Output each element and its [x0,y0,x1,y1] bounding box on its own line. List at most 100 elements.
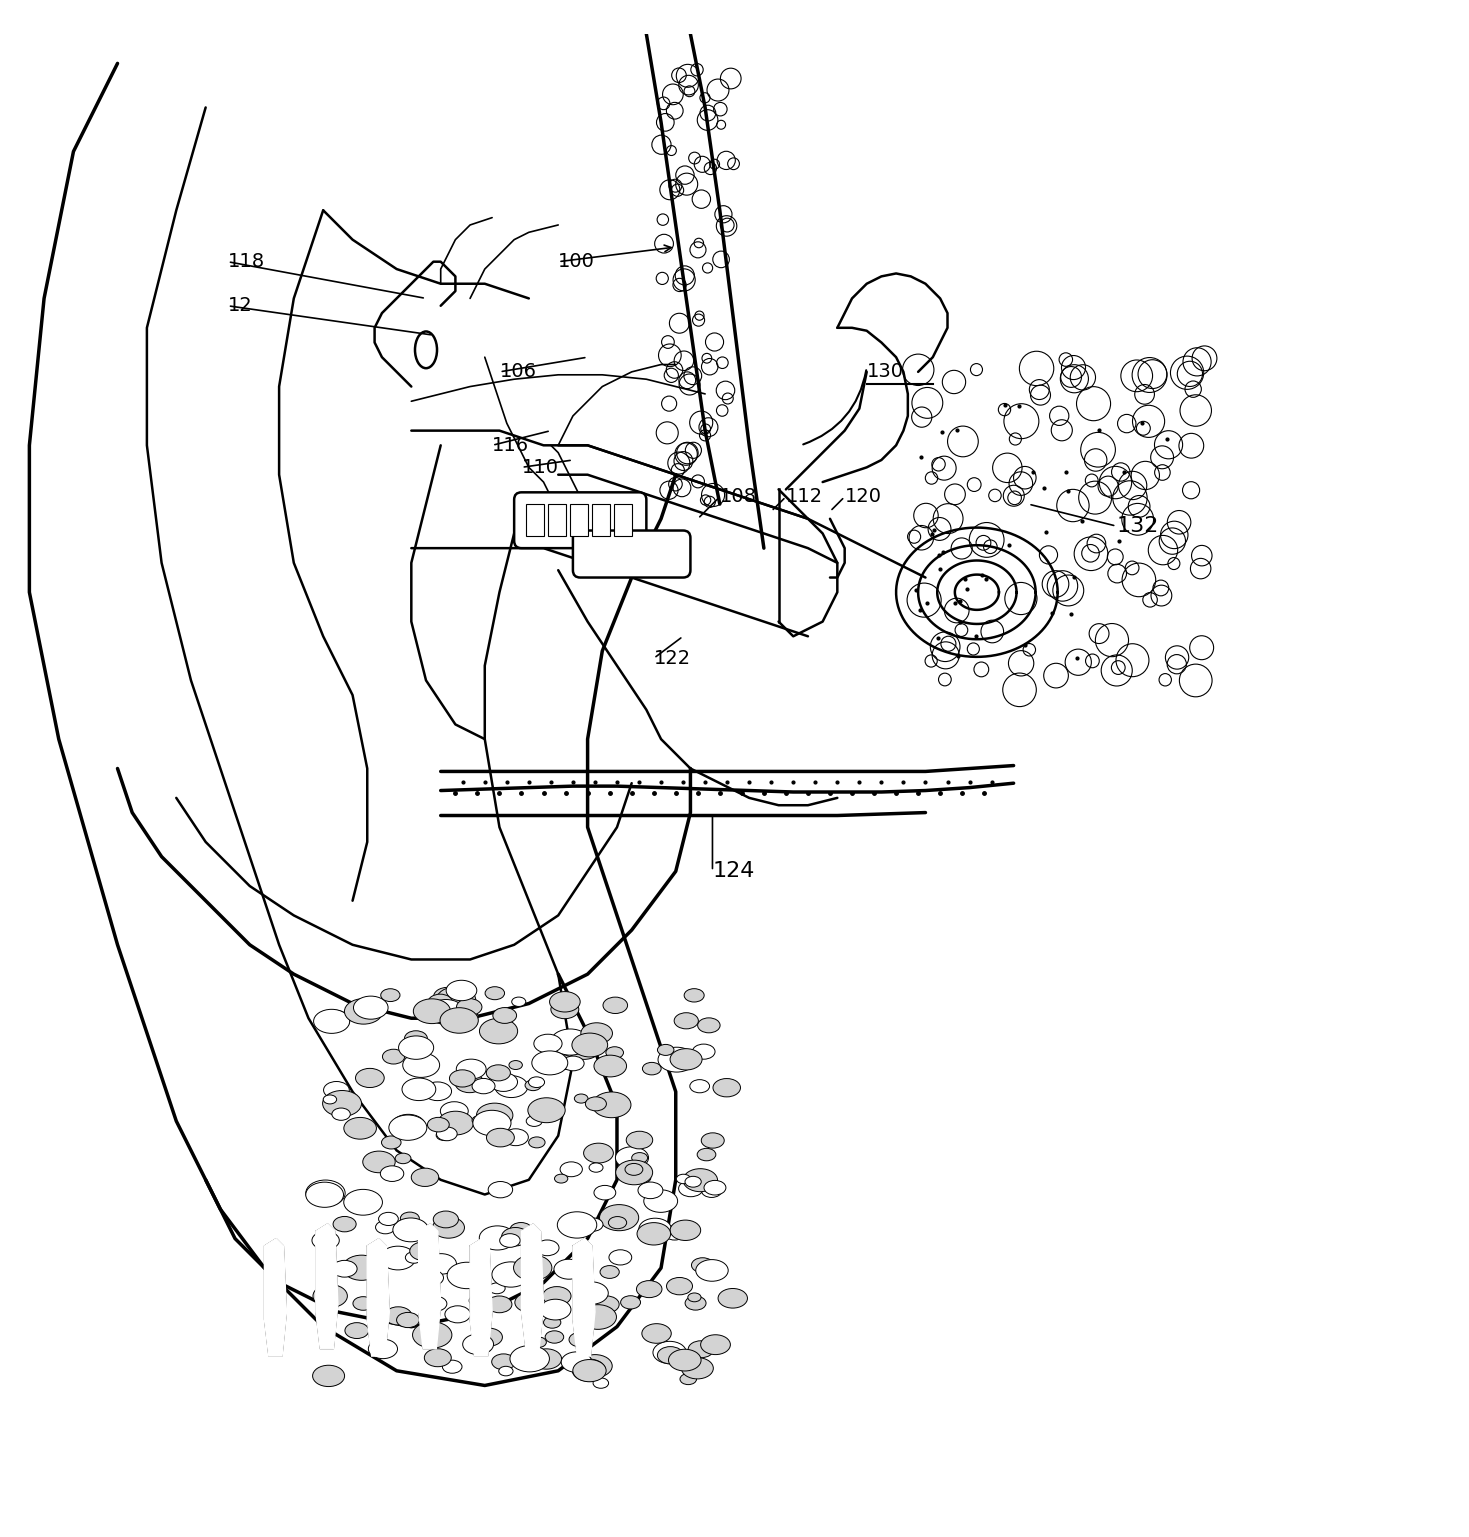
Ellipse shape [510,1222,532,1237]
Ellipse shape [323,1091,361,1116]
Ellipse shape [457,1059,486,1079]
Ellipse shape [344,999,382,1024]
Ellipse shape [514,1293,544,1313]
Ellipse shape [342,1256,380,1280]
Ellipse shape [536,1240,560,1256]
Ellipse shape [583,1037,598,1047]
Ellipse shape [425,1349,451,1366]
Ellipse shape [599,1205,639,1231]
Ellipse shape [701,1133,724,1148]
Polygon shape [264,1239,286,1356]
Ellipse shape [499,1366,513,1376]
Ellipse shape [432,1217,464,1239]
Ellipse shape [610,1250,632,1265]
Ellipse shape [411,1168,439,1187]
Ellipse shape [441,1102,469,1120]
Ellipse shape [461,1011,479,1022]
Ellipse shape [674,1013,698,1028]
Ellipse shape [457,999,482,1016]
Ellipse shape [557,1211,596,1239]
Ellipse shape [658,1045,674,1056]
Ellipse shape [668,1349,701,1371]
Ellipse shape [450,1070,476,1087]
Text: 130: 130 [867,363,903,381]
Ellipse shape [685,1176,701,1187]
Ellipse shape [551,1001,579,1019]
Ellipse shape [712,1079,740,1097]
Ellipse shape [398,1036,433,1059]
Ellipse shape [392,1114,425,1137]
Ellipse shape [502,1128,529,1145]
Ellipse shape [586,1097,607,1111]
Ellipse shape [679,1180,704,1197]
Ellipse shape [344,1117,376,1139]
Ellipse shape [616,1147,648,1168]
Ellipse shape [405,1251,423,1263]
Ellipse shape [670,1220,701,1240]
Ellipse shape [560,1162,582,1177]
Ellipse shape [626,1131,652,1148]
Ellipse shape [447,981,477,1001]
Ellipse shape [526,1116,542,1127]
Ellipse shape [476,1328,502,1346]
Ellipse shape [549,991,580,1011]
Ellipse shape [636,1173,651,1183]
Ellipse shape [530,1337,546,1348]
Ellipse shape [492,1354,516,1369]
Ellipse shape [642,1062,661,1074]
Ellipse shape [718,1288,748,1308]
Ellipse shape [425,1296,447,1311]
Ellipse shape [620,1296,640,1310]
Ellipse shape [676,1174,690,1183]
Ellipse shape [403,1053,439,1077]
Ellipse shape [683,1168,717,1191]
Ellipse shape [455,1073,483,1093]
Ellipse shape [447,1262,486,1288]
Ellipse shape [508,1061,523,1070]
Ellipse shape [542,1286,571,1305]
Text: 112: 112 [786,487,823,506]
Ellipse shape [514,1254,552,1280]
Ellipse shape [433,1211,458,1228]
Ellipse shape [589,1164,602,1173]
Text: 100: 100 [558,252,595,271]
Ellipse shape [472,1116,486,1125]
Bar [570,504,588,536]
Text: 106: 106 [499,363,536,381]
Bar [526,504,544,536]
Ellipse shape [539,1299,571,1320]
Ellipse shape [427,1117,450,1131]
Bar [614,504,632,536]
Ellipse shape [608,1217,627,1228]
Ellipse shape [333,1216,355,1231]
Ellipse shape [687,1340,714,1357]
Ellipse shape [632,1153,648,1164]
Ellipse shape [313,1285,347,1308]
Polygon shape [470,1239,492,1356]
Bar [592,504,610,536]
Ellipse shape [489,1073,517,1091]
Ellipse shape [413,999,451,1024]
Ellipse shape [380,1167,404,1182]
Ellipse shape [532,1051,569,1074]
Ellipse shape [436,1130,452,1140]
Ellipse shape [680,1374,696,1385]
Text: 122: 122 [654,649,690,667]
Ellipse shape [313,1010,350,1033]
Polygon shape [521,1223,544,1349]
Ellipse shape [605,1047,623,1059]
Ellipse shape [353,1297,373,1310]
Ellipse shape [658,1346,683,1363]
Ellipse shape [511,998,526,1007]
Ellipse shape [583,1144,614,1164]
Ellipse shape [488,1182,513,1197]
Ellipse shape [355,1068,385,1088]
Ellipse shape [554,1174,569,1183]
Ellipse shape [701,1334,730,1354]
Ellipse shape [354,996,388,1019]
Ellipse shape [433,987,461,1005]
Ellipse shape [571,1033,608,1057]
Ellipse shape [602,998,627,1013]
Ellipse shape [306,1182,344,1208]
Ellipse shape [687,1293,701,1302]
